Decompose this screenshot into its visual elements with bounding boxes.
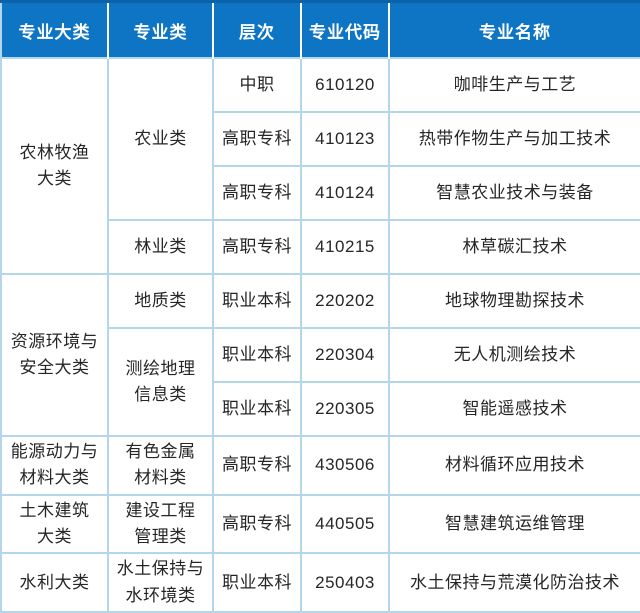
column-header-level: 层次 — [213, 1, 302, 58]
column-header-name: 专业名称 — [389, 1, 640, 58]
cell-code: 250403 — [300, 552, 390, 613]
cell-name: 热带作物生产与加工技术 — [388, 111, 640, 167]
cell-category: 建设工程 管理类 — [107, 493, 214, 555]
cell-major-category: 农林牧渔 大类 — [0, 57, 109, 275]
cell-code: 410124 — [300, 165, 390, 221]
cell-major-category: 土木建筑 大类 — [0, 493, 109, 555]
table-row: 高职专科 410124 智慧农业技术与装备 — [1, 165, 640, 221]
cell-major-category: 水利大类 — [0, 552, 109, 613]
cell-level: 职业本科 — [212, 552, 302, 613]
table-row: 农林牧渔 大类 农业类 中职 610120 咖啡生产与工艺 — [0, 57, 640, 275]
table-row: 土木建筑 大类 建设工程 管理类 高职专科 440505 智慧建筑运维管理 — [0, 493, 640, 555]
cell-category: 测绘地理 信息类 — [107, 327, 214, 437]
cell-category: 农业类 — [107, 57, 214, 221]
column-header-category: 专业类 — [108, 1, 214, 58]
cell-code: 410215 — [300, 219, 390, 275]
cell-major-category: 能源动力与 材料大类 — [0, 435, 109, 496]
cell-code: 610120 — [300, 57, 390, 113]
cell-level: 高职专科 — [212, 111, 302, 167]
cell-category: 水土保持与 水环境类 — [107, 552, 214, 613]
table-row: 能源动力与 材料大类 有色金属 材料类 高职专科 430506 材料循环应用技术 — [0, 435, 640, 496]
cell-code: 430506 — [300, 435, 390, 496]
cell-name: 智慧建筑运维管理 — [388, 493, 640, 555]
cell-name: 林草碳汇技术 — [388, 219, 640, 275]
cell-code: 220304 — [300, 327, 390, 383]
cell-level: 职业本科 — [212, 273, 302, 329]
cell-code: 410123 — [300, 111, 390, 167]
cell-name: 智能遥感技术 — [388, 381, 640, 437]
cell-name: 材料循环应用技术 — [388, 435, 640, 496]
cell-category: 地质类 — [107, 273, 214, 329]
column-header-major-category: 专业大类 — [1, 1, 109, 58]
header-row: 专业大类 专业类 层次 专业代码 专业名称 — [1, 1, 640, 58]
table-row: 测绘地理 信息类 职业本科 220304 无人机测绘技术 — [1, 327, 640, 437]
table-row: 水利大类 水土保持与 水环境类 职业本科 250403 水土保持与荒漠化防治技术 — [0, 552, 640, 613]
cell-level: 高职专科 — [212, 219, 302, 275]
cell-code: 220202 — [300, 273, 390, 329]
column-header-code: 专业代码 — [301, 1, 390, 58]
cell-name: 咖啡生产与工艺 — [388, 57, 640, 113]
cell-major-category: 资源环境与 安全大类 — [0, 273, 109, 437]
cell-level: 高职专科 — [212, 165, 302, 221]
cell-code: 220305 — [300, 381, 390, 437]
cell-code: 440505 — [300, 493, 390, 555]
cell-name: 无人机测绘技术 — [388, 327, 640, 383]
cell-level: 中职 — [212, 57, 302, 113]
cell-category: 有色金属 材料类 — [107, 435, 214, 496]
table-row: 林业类 高职专科 410215 林草碳汇技术 — [1, 219, 640, 275]
cell-level: 高职专科 — [212, 493, 302, 555]
cell-level: 高职专科 — [212, 435, 302, 496]
cell-name: 水土保持与荒漠化防治技术 — [388, 552, 640, 613]
cell-category: 林业类 — [107, 219, 214, 275]
cell-name: 地球物理勘探技术 — [388, 273, 640, 329]
table-row: 资源环境与 安全大类 地质类 职业本科 220202 地球物理勘探技术 — [0, 273, 640, 437]
cell-name: 智慧农业技术与装备 — [388, 165, 640, 221]
cell-level: 职业本科 — [212, 381, 302, 437]
cell-level: 职业本科 — [212, 327, 302, 383]
table-row: 职业本科 220305 智能遥感技术 — [1, 381, 640, 437]
